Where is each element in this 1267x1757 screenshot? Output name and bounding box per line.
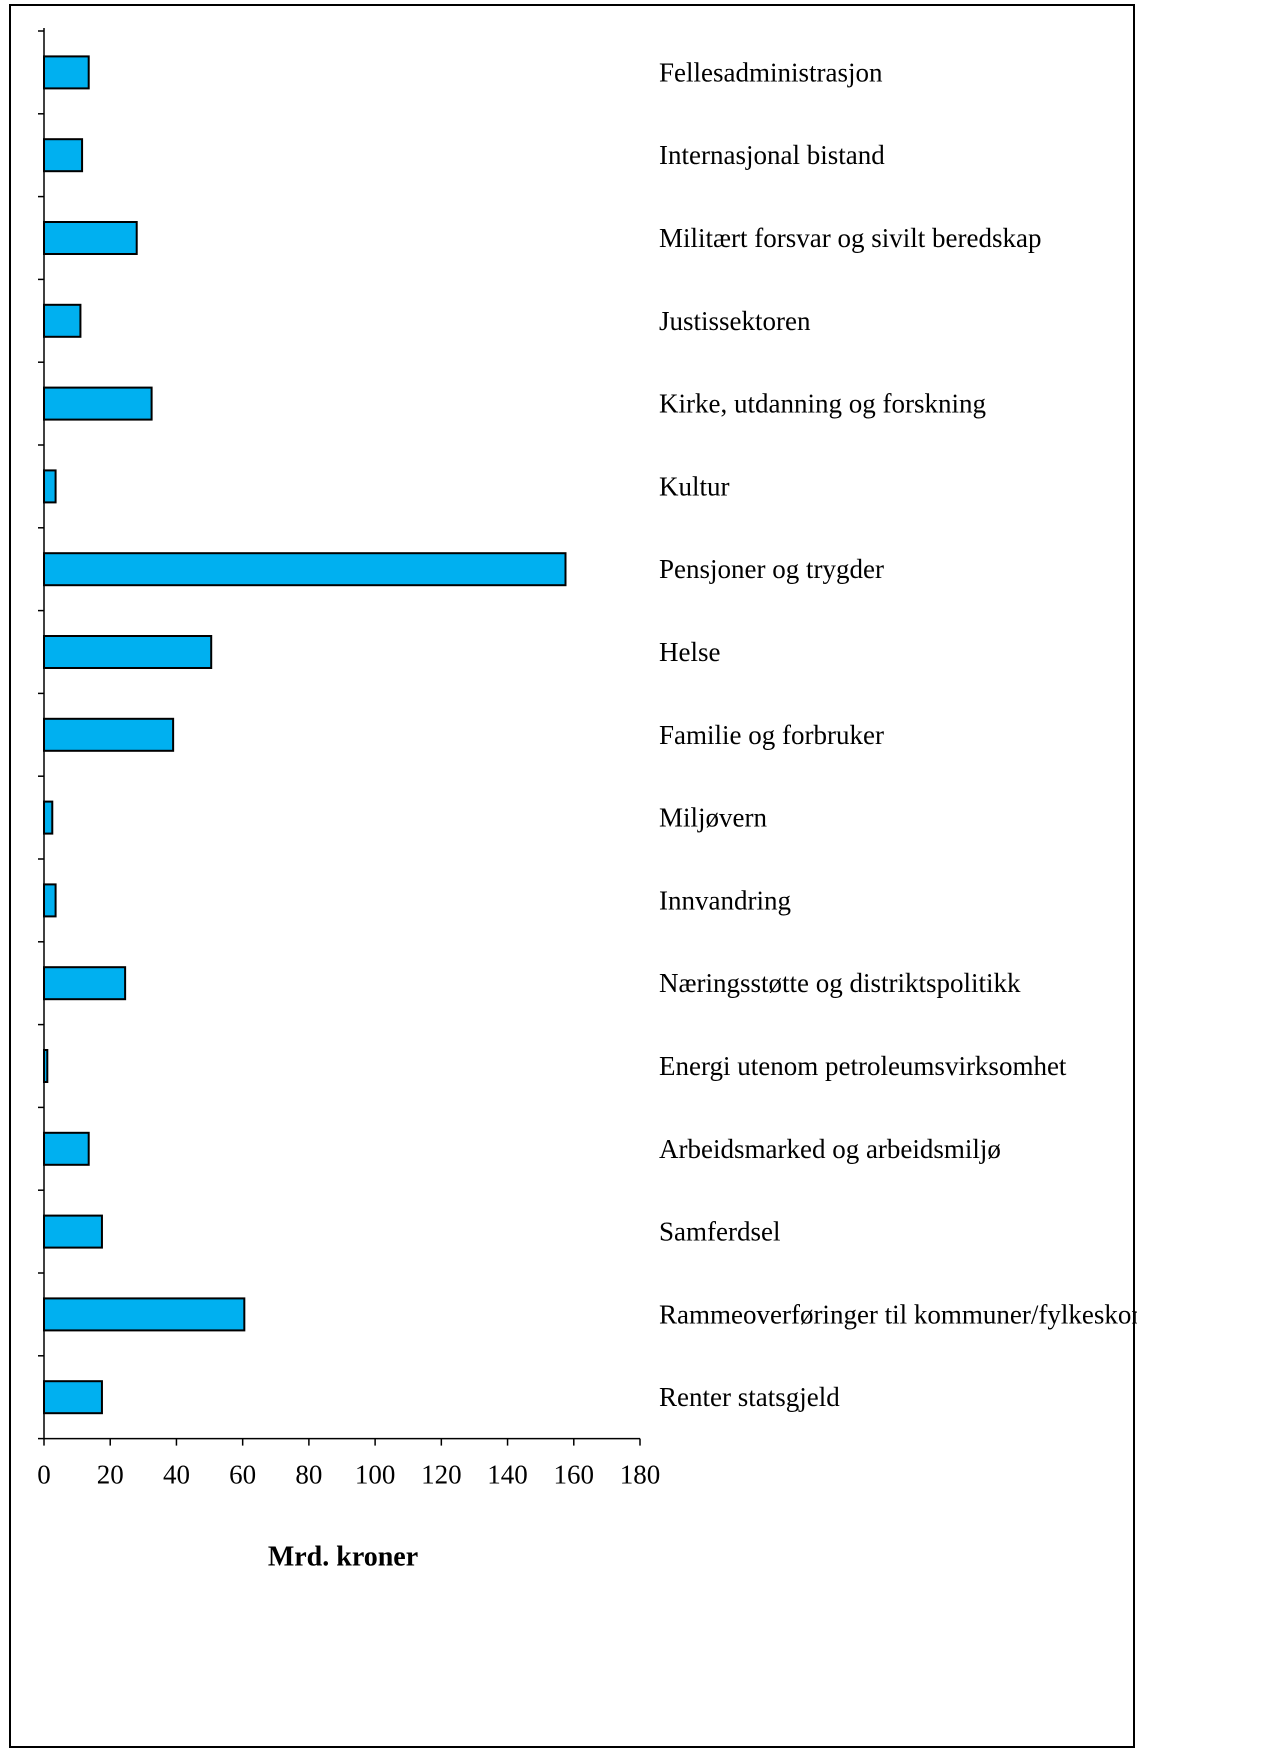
bar <box>44 222 137 254</box>
chart-frame: Fellesadministrasjon Internasjonal bistan… <box>9 4 1135 1748</box>
bar <box>44 139 82 171</box>
x-tick-label: 20 <box>97 1460 124 1490</box>
bar <box>44 388 152 420</box>
category-label: Arbeidsmarked og arbeidsmiljø <box>659 1134 1001 1164</box>
category-label: Miljøvern <box>659 803 767 833</box>
category-label: Justissektoren <box>659 306 811 336</box>
bar <box>44 56 89 88</box>
bar <box>44 884 56 916</box>
tick-labels: 0 20 40 60 80 100 120 140 160 180 <box>37 1460 660 1490</box>
x-tick-label: 40 <box>163 1460 190 1490</box>
bar <box>44 802 52 834</box>
x-tick-label: 80 <box>295 1460 322 1490</box>
category-label: Rammeoverføringer til kommuner/fylkeskom… <box>659 1299 1137 1329</box>
category-label: Kirke, utdanning og forskning <box>659 389 986 419</box>
bar <box>44 1133 89 1165</box>
x-tick-label: 100 <box>355 1460 396 1490</box>
bar <box>44 1216 102 1248</box>
category-label: Innvandring <box>659 885 791 915</box>
x-axis-title: Mrd. kroner <box>268 1542 418 1573</box>
category-labels: Fellesadministrasjon Internasjonal bistan… <box>659 57 1137 1412</box>
category-label: Fellesadministrasjon <box>659 57 883 87</box>
category-label: Pensjoner og trygder <box>659 554 884 584</box>
x-tick-label: 160 <box>554 1460 595 1490</box>
category-label: Familie og forbruker <box>659 720 884 750</box>
category-label: Næringsstøtte og distriktspolitikk <box>659 968 1021 998</box>
bar <box>44 305 80 337</box>
category-label: Kultur <box>659 471 730 501</box>
bar <box>44 719 173 751</box>
bar <box>44 1298 244 1330</box>
x-tick-label: 180 <box>620 1460 661 1490</box>
x-tick-label: 0 <box>37 1460 51 1490</box>
bar <box>44 470 56 502</box>
category-label: Helse <box>659 637 720 667</box>
bars-layer <box>44 56 566 1413</box>
bar <box>44 636 211 668</box>
bar <box>44 1381 102 1413</box>
x-tick-label: 120 <box>421 1460 462 1490</box>
category-label: Internasjonal bistand <box>659 140 885 170</box>
bar <box>44 553 566 585</box>
category-label: Militært forsvar og sivilt beredskap <box>659 223 1041 253</box>
bar-chart: Fellesadministrasjon Internasjonal bistan… <box>11 6 1137 1750</box>
x-tick-label: 60 <box>229 1460 256 1490</box>
category-label: Renter statsgjeld <box>659 1382 840 1412</box>
x-tick-label: 140 <box>487 1460 528 1490</box>
category-label: Energi utenom petroleumsvirksomhet <box>659 1051 1067 1081</box>
bar <box>44 967 125 999</box>
category-label: Samferdsel <box>659 1217 780 1247</box>
